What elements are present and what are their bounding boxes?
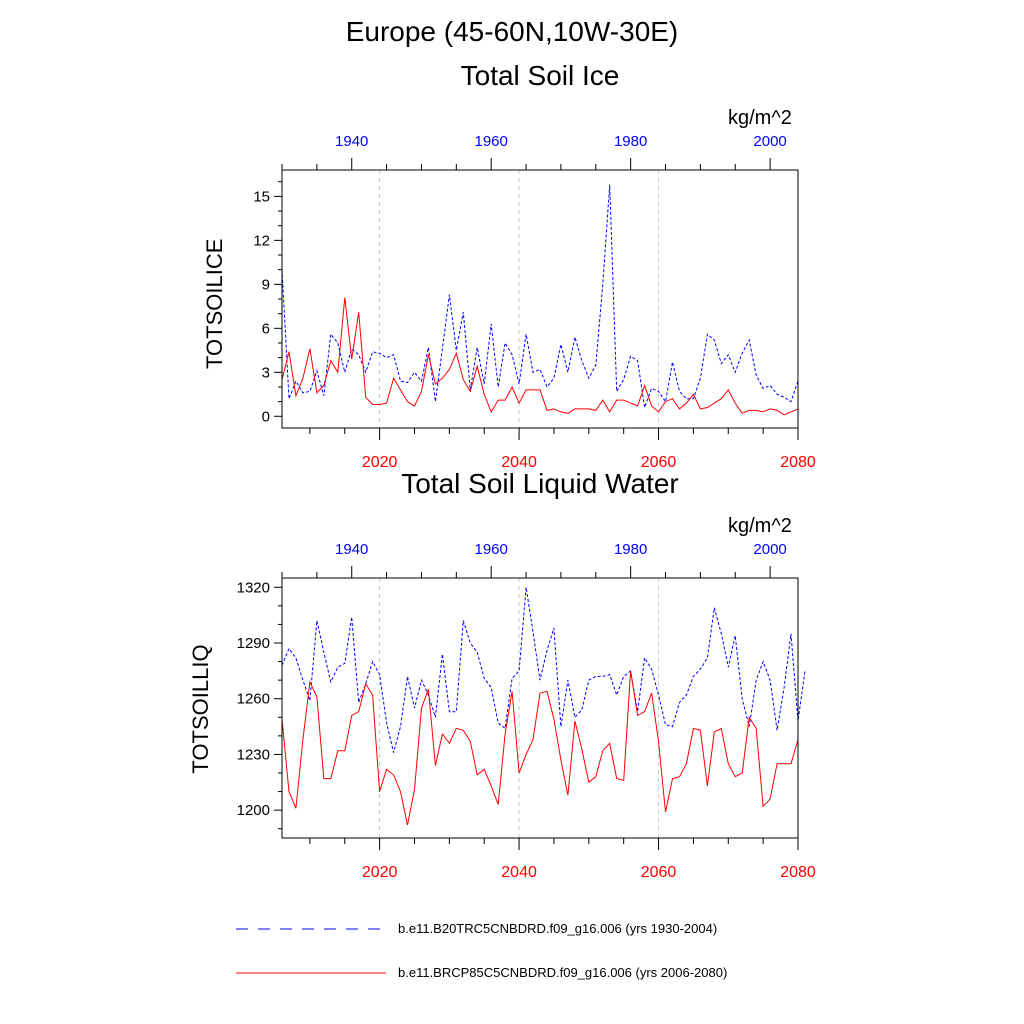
y-tick-label: 12: [253, 232, 270, 249]
series-line-historical: [281, 587, 806, 753]
liq-units-label: kg/m^2: [728, 515, 792, 537]
panel-ice: 0 3 6 9 12 15 2020 2040 2060 2080 1940 1960 1980 2000: [253, 133, 816, 471]
liq-panel-title: Total Soil Liquid Water: [401, 468, 679, 499]
x-bottom-tick-label: 2020: [362, 864, 398, 881]
x-top-tick-label: 2000: [753, 541, 786, 558]
series-line-future: [281, 297, 799, 416]
x-top-tick-label: 2000: [753, 133, 786, 150]
figure-title: Europe (45-60N,10W-30E): [345, 16, 679, 47]
series-line-historical: [281, 184, 799, 408]
x-bottom-tick-label: 2040: [501, 454, 537, 471]
y-tick-label: 0: [262, 408, 270, 425]
legend-label-historical: b.e11.B20TRC5CNBDRD.f09_g16.006 (yrs 193…: [398, 921, 718, 936]
y-tick-label: 1260: [237, 691, 270, 708]
x-top-tick-label: 1960: [475, 541, 508, 558]
x-bottom-tick-label: 2040: [501, 864, 537, 881]
series-line-future: [281, 670, 799, 826]
x-bottom-tick-label: 2060: [641, 864, 677, 881]
y-tick-label: 6: [262, 320, 270, 337]
y-tick-label: 3: [262, 364, 270, 381]
y-tick-label: 1320: [237, 579, 270, 596]
y-tick-label: 9: [262, 276, 270, 293]
x-top-tick-label: 1940: [335, 133, 368, 150]
x-top-tick-label: 1960: [475, 133, 508, 150]
legend-label-future: b.e11.BRCP85C5CNBDRD.f09_g16.006 (yrs 20…: [398, 965, 728, 980]
ice-units-label: kg/m^2: [728, 107, 792, 129]
x-top-tick-label: 1980: [614, 541, 647, 558]
y-tick-label: 1230: [237, 746, 270, 763]
x-top-tick-label: 1980: [614, 133, 647, 150]
ice-panel-title: Total Soil Ice: [460, 60, 620, 91]
y-tick-label: 15: [253, 188, 270, 205]
x-bottom-tick-label: 2080: [780, 864, 816, 881]
y-tick-label: 1290: [237, 635, 270, 652]
plot-frame: [281, 169, 799, 429]
x-bottom-tick-label: 2020: [362, 454, 398, 471]
x-top-tick-label: 1940: [335, 541, 368, 558]
plot-frame: [281, 577, 799, 839]
y-tick-label: 1200: [237, 802, 270, 819]
x-bottom-tick-label: 2060: [641, 454, 677, 471]
panel-liq: 1200 1230 1260 1290 1320 2020 2040 2060 2080 1940…: [237, 541, 816, 881]
x-bottom-tick-label: 2080: [780, 454, 816, 471]
